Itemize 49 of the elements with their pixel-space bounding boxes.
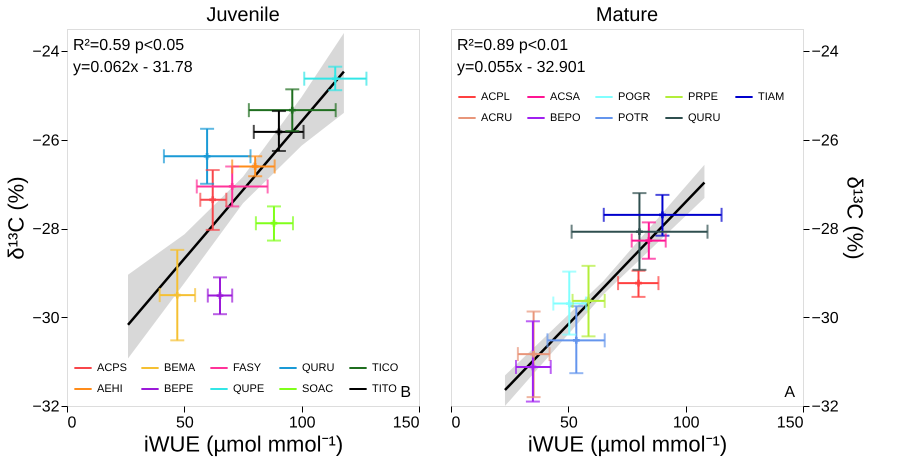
annotation: B xyxy=(400,384,411,401)
x-axis-title: iWUE (µmol mmol⁻¹) xyxy=(528,432,728,456)
y2-tick-label: −28 xyxy=(812,221,839,238)
chart-title: Mature xyxy=(596,4,658,26)
annotation: R²=0.59 p<0.05 xyxy=(73,37,184,54)
legend-label: POTR xyxy=(618,112,649,124)
legend-label: BEPO xyxy=(550,112,582,124)
y2-tick-label: −26 xyxy=(812,132,839,150)
x-tick-label: 50 xyxy=(560,414,578,432)
legend-label: QURU xyxy=(688,112,720,124)
legend-label: ACPS xyxy=(97,362,127,374)
x-tick-label: 0 xyxy=(452,414,460,432)
y-tick-label: −30 xyxy=(32,310,60,327)
x-axis-title: iWUE (µmol mmol⁻¹) xyxy=(144,432,344,456)
legend-label: PRPE xyxy=(688,91,718,103)
y2-axis-title: δ¹³C (%) xyxy=(842,176,868,260)
y2-tick-label: −32 xyxy=(812,398,839,416)
legend-label: BEMA xyxy=(164,362,196,374)
y-tick-label: −28 xyxy=(32,221,60,238)
legend-label: POGR xyxy=(618,91,650,103)
legend-label: AEHI xyxy=(97,383,123,395)
x-tick-label: 150 xyxy=(392,414,420,432)
y-axis-title: δ¹³C (%) xyxy=(3,176,28,260)
legend-label: ACSA xyxy=(550,91,581,103)
y2-tick-label: −30 xyxy=(812,310,839,327)
x-tick-label: 50 xyxy=(176,414,194,432)
y-tick-label: −24 xyxy=(32,44,60,61)
y-tick-label: −26 xyxy=(32,132,60,150)
chart-title: Juvenile xyxy=(206,4,280,26)
x-tick-label: 0 xyxy=(68,414,76,432)
y-tick-label: −32 xyxy=(32,398,60,416)
legend-label: TICO xyxy=(372,362,399,374)
legend-label: FASY xyxy=(233,362,262,374)
x-tick-label: 150 xyxy=(776,414,804,432)
legend-label: TIAM xyxy=(758,91,784,103)
legend-label: ACRU xyxy=(481,112,512,124)
legend-label: TITO xyxy=(372,383,398,395)
legend-label: ACPL xyxy=(481,91,510,103)
legend-label: QUPE xyxy=(233,383,264,395)
legend-label: BEPE xyxy=(164,383,194,395)
y2-tick-label: −24 xyxy=(812,44,839,61)
x-tick-label: 100 xyxy=(288,414,316,432)
legend-label: SOAC xyxy=(302,383,334,395)
annotation: y=0.055x - 32.901 xyxy=(457,59,586,76)
legend-label: QURU xyxy=(302,362,334,374)
annotation: A xyxy=(784,384,796,401)
annotation: y=0.062x - 31.78 xyxy=(73,59,193,76)
annotation: R²=0.89 p<0.01 xyxy=(457,37,568,54)
x-tick-label: 100 xyxy=(672,414,700,432)
